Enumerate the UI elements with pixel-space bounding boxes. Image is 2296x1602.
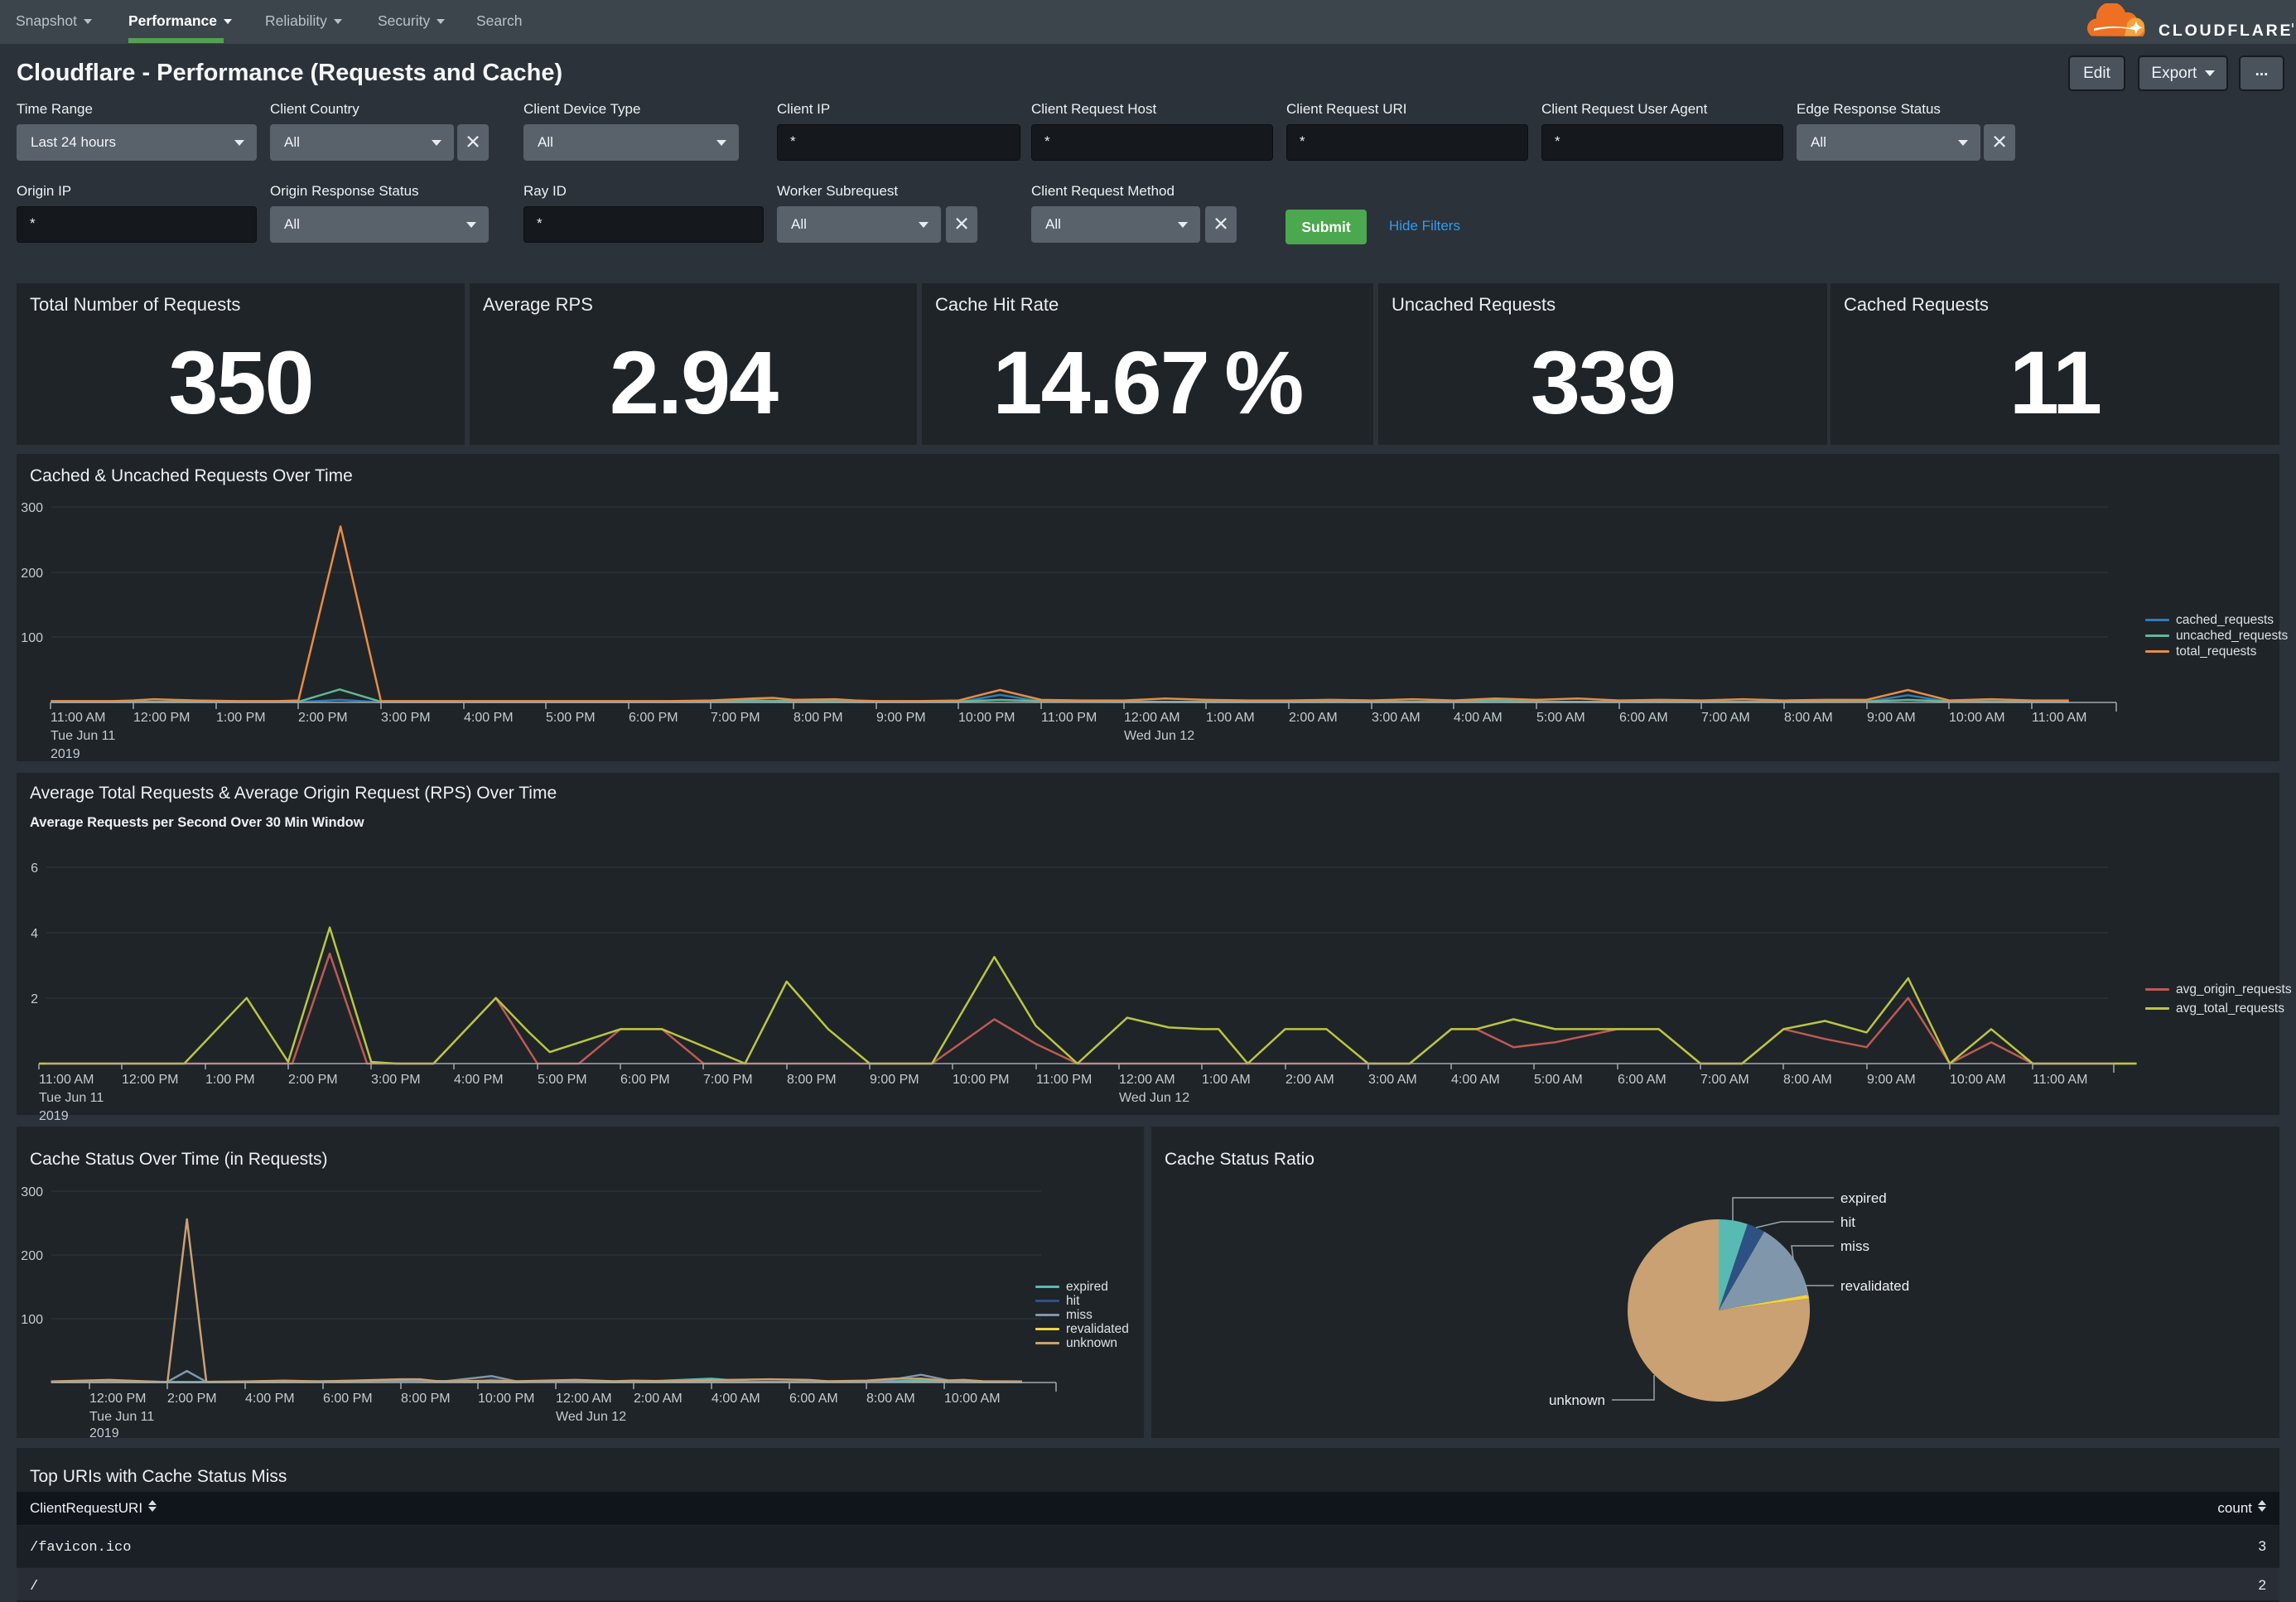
svg-text:6:00 AM: 6:00 AM (1619, 711, 1668, 725)
svg-text:8:00 PM: 8:00 PM (787, 1073, 837, 1087)
svg-text:2:00 PM: 2:00 PM (298, 711, 348, 725)
svg-text:8:00 AM: 8:00 AM (1784, 711, 1833, 725)
svg-text:8:00 PM: 8:00 PM (401, 1392, 451, 1406)
svg-text:8:00 PM: 8:00 PM (793, 711, 843, 725)
svg-text:10:00 AM: 10:00 AM (944, 1392, 1001, 1406)
svg-text:2:00 AM: 2:00 AM (1289, 711, 1338, 725)
svg-text:7:00 PM: 7:00 PM (703, 1073, 753, 1087)
svg-text:11:00 AM: 11:00 AM (2032, 711, 2086, 725)
svg-text:Wed Jun 12: Wed Jun 12 (556, 1410, 626, 1424)
svg-text:1:00 AM: 1:00 AM (1206, 711, 1255, 725)
svg-text:10:00 AM: 10:00 AM (1949, 711, 2005, 725)
svg-text:4:00 AM: 4:00 AM (1454, 711, 1503, 725)
svg-text:Tue Jun 11: Tue Jun 11 (51, 729, 115, 743)
svg-text:10:00 PM: 10:00 PM (478, 1392, 534, 1406)
svg-text:9:00 AM: 9:00 AM (1867, 1073, 1916, 1087)
svg-text:10:00 AM: 10:00 AM (1950, 1073, 2006, 1087)
svg-text:1:00 PM: 1:00 PM (216, 711, 266, 725)
svg-text:1:00 PM: 1:00 PM (205, 1073, 255, 1087)
svg-text:3:00 PM: 3:00 PM (381, 711, 431, 725)
svg-text:6:00 AM: 6:00 AM (1618, 1073, 1667, 1087)
svg-text:5:00 AM: 5:00 AM (1536, 711, 1585, 725)
svg-text:12:00 AM: 12:00 AM (556, 1392, 612, 1406)
svg-text:2019: 2019 (39, 1109, 69, 1123)
svg-text:Tue Jun 11: Tue Jun 11 (39, 1091, 104, 1105)
svg-text:200: 200 (21, 567, 43, 581)
svg-text:12:00 PM: 12:00 PM (89, 1392, 146, 1406)
svg-text:12:00 PM: 12:00 PM (122, 1073, 178, 1087)
svg-text:2019: 2019 (89, 1426, 119, 1440)
svg-text:4: 4 (31, 927, 38, 941)
svg-text:9:00 AM: 9:00 AM (1867, 711, 1916, 725)
svg-text:12:00 AM: 12:00 AM (1124, 711, 1180, 725)
svg-text:6:00 PM: 6:00 PM (620, 1073, 670, 1087)
svg-text:10:00 PM: 10:00 PM (953, 1073, 1009, 1087)
svg-text:4:00 PM: 4:00 PM (245, 1392, 295, 1406)
svg-text:11:00 PM: 11:00 PM (1036, 1073, 1092, 1087)
svg-text:11:00 AM: 11:00 AM (39, 1073, 94, 1087)
svg-text:5:00 PM: 5:00 PM (546, 711, 596, 725)
svg-text:2:00 PM: 2:00 PM (167, 1392, 217, 1406)
svg-text:4:00 PM: 4:00 PM (454, 1073, 504, 1087)
svg-text:2:00 AM: 2:00 AM (1285, 1073, 1334, 1087)
svg-text:4:00 PM: 4:00 PM (464, 711, 514, 725)
svg-text:12:00 AM: 12:00 AM (1119, 1073, 1175, 1087)
svg-text:9:00 PM: 9:00 PM (870, 1073, 919, 1087)
svg-text:2: 2 (31, 992, 38, 1006)
svg-text:7:00 AM: 7:00 AM (1701, 711, 1750, 725)
svg-text:9:00 PM: 9:00 PM (876, 711, 926, 725)
svg-text:11:00 AM: 11:00 AM (2033, 1073, 2087, 1087)
svg-text:expired: expired (1840, 1190, 1887, 1206)
svg-text:300: 300 (21, 501, 43, 515)
svg-text:7:00 PM: 7:00 PM (711, 711, 760, 725)
svg-text:6:00 PM: 6:00 PM (323, 1392, 373, 1406)
svg-text:4:00 AM: 4:00 AM (1451, 1073, 1500, 1087)
svg-text:5:00 PM: 5:00 PM (538, 1073, 587, 1087)
svg-text:3:00 PM: 3:00 PM (371, 1073, 421, 1087)
svg-text:12:00 PM: 12:00 PM (133, 711, 190, 725)
svg-text:Wed Jun 12: Wed Jun 12 (1119, 1091, 1189, 1105)
svg-text:11:00 PM: 11:00 PM (1041, 711, 1097, 725)
svg-text:miss: miss (1840, 1238, 1869, 1254)
svg-text:4:00 AM: 4:00 AM (711, 1392, 760, 1406)
svg-text:8:00 AM: 8:00 AM (866, 1392, 915, 1406)
svg-text:100: 100 (21, 1313, 43, 1327)
svg-text:6:00 PM: 6:00 PM (629, 711, 678, 725)
svg-text:hit: hit (1840, 1214, 1855, 1230)
svg-text:200: 200 (21, 1249, 43, 1263)
svg-text:CLOUDFLARE: CLOUDFLARE (2159, 22, 2293, 40)
svg-text:6: 6 (31, 861, 38, 876)
svg-text:2:00 AM: 2:00 AM (634, 1392, 683, 1406)
svg-text:7:00 AM: 7:00 AM (1700, 1073, 1749, 1087)
svg-text:300: 300 (21, 1185, 43, 1199)
svg-text:6:00 AM: 6:00 AM (789, 1392, 838, 1406)
svg-text:3:00 AM: 3:00 AM (1372, 711, 1421, 725)
svg-text:8:00 AM: 8:00 AM (1783, 1073, 1832, 1087)
svg-text:revalidated: revalidated (1840, 1278, 1909, 1294)
svg-text:Wed Jun 12: Wed Jun 12 (1124, 729, 1194, 743)
svg-text:2:00 PM: 2:00 PM (288, 1073, 338, 1087)
svg-text:10:00 PM: 10:00 PM (958, 711, 1015, 725)
svg-text:1:00 AM: 1:00 AM (1202, 1073, 1251, 1087)
svg-text:unknown: unknown (1549, 1392, 1605, 1408)
svg-text:3:00 AM: 3:00 AM (1368, 1073, 1417, 1087)
svg-text:Tue Jun 11: Tue Jun 11 (89, 1410, 154, 1424)
svg-text:5:00 AM: 5:00 AM (1534, 1073, 1583, 1087)
svg-text:11:00 AM: 11:00 AM (51, 711, 105, 725)
svg-text:2019: 2019 (51, 747, 80, 761)
svg-text:100: 100 (21, 631, 43, 645)
